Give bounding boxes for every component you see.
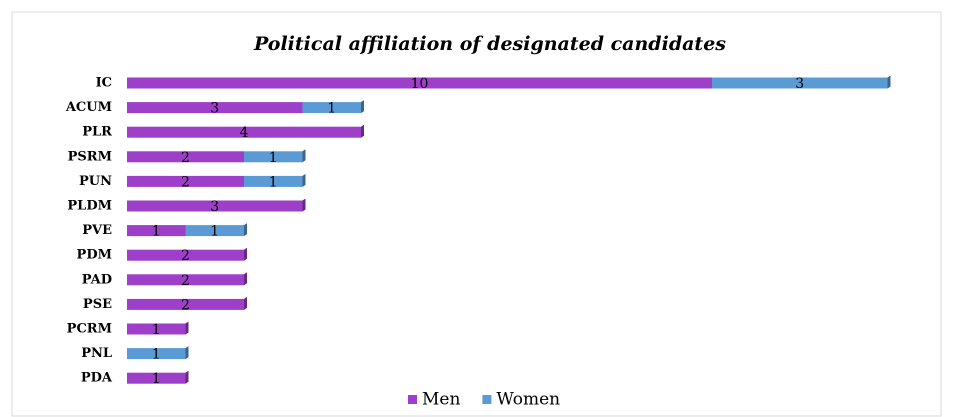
y-tick-label: PDM [77, 248, 112, 263]
legend-label: Women [496, 390, 560, 410]
value-label: 2 [181, 273, 190, 289]
bar-depth [361, 124, 364, 138]
bar-segment [127, 126, 361, 138]
value-label: 1 [210, 224, 219, 240]
bar-segment [244, 175, 303, 187]
bar-segment [127, 77, 712, 89]
value-label: 3 [210, 101, 219, 117]
value-label: 1 [152, 371, 161, 387]
bar-segment [127, 200, 303, 212]
y-tick-label: PLR [82, 125, 112, 140]
y-tick-label: ACUM [65, 100, 112, 115]
bar-segment [127, 175, 244, 187]
bar-segment [127, 298, 244, 310]
bar-segment [302, 102, 361, 114]
value-label: 1 [152, 322, 161, 338]
bar-segment [127, 151, 244, 163]
value-label: 10 [411, 76, 429, 92]
bar-depth [185, 321, 189, 335]
bar-depth [302, 149, 306, 163]
y-tick-label: PVE [82, 223, 112, 238]
value-label: 1 [327, 101, 336, 117]
y-tick-label: PLDM [67, 199, 112, 214]
bar-depth [185, 370, 189, 384]
bar-segment [244, 151, 303, 163]
bar-depth [302, 173, 306, 187]
bar-segment [712, 77, 888, 89]
bar-depth [185, 346, 189, 360]
value-label: 1 [269, 150, 278, 166]
bar-segment [127, 249, 244, 261]
y-tick-label: PNL [81, 346, 112, 361]
y-tick-label: PAD [82, 272, 112, 287]
bar-depth [244, 223, 247, 237]
value-label: 4 [240, 125, 249, 141]
bar-segment [127, 274, 244, 286]
value-label: 2 [181, 297, 190, 313]
bar-depth [244, 296, 247, 310]
bar-depth [361, 100, 364, 114]
bar-depth [887, 75, 891, 89]
value-label: 1 [269, 174, 278, 190]
legend-swatch [408, 395, 417, 404]
bar-depth [244, 247, 247, 261]
bar-segment [127, 102, 303, 114]
y-tick-label: IC [96, 76, 112, 91]
bar-segment [127, 348, 186, 360]
y-tick-label: PCRM [67, 322, 112, 337]
bar-segment [127, 323, 186, 335]
chart-title: Political affiliation of designated cand… [253, 33, 726, 55]
y-tick-label: PSE [83, 297, 112, 312]
value-label: 1 [152, 224, 161, 240]
bar-segment [127, 225, 186, 237]
bar-depth [302, 198, 306, 212]
y-tick-label: PDA [81, 371, 113, 386]
bar-depth [244, 272, 247, 286]
legend-label: Men [422, 390, 460, 410]
value-label: 3 [210, 199, 219, 215]
y-tick-label: PSRM [68, 149, 112, 164]
legend-swatch [482, 395, 492, 404]
value-label: 1 [152, 347, 161, 363]
value-label: 2 [181, 174, 190, 190]
bar-segment [127, 372, 186, 384]
value-label: 2 [181, 248, 190, 264]
value-label: 3 [795, 76, 804, 92]
y-tick-label: PUN [79, 174, 112, 189]
value-label: 2 [181, 150, 190, 166]
bar-segment [185, 225, 244, 237]
